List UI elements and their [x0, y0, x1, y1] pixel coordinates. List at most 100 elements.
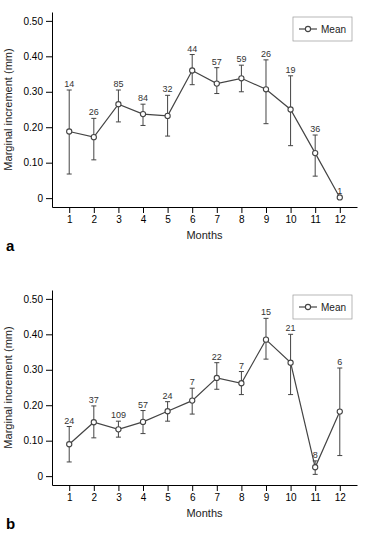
legend-box — [293, 17, 352, 41]
point — [239, 76, 244, 81]
error-cap-high — [116, 90, 121, 91]
data-labels: 243710957247227152186 — [64, 307, 342, 460]
x-axis-title: Months — [186, 507, 223, 519]
tick-label: 7 — [215, 214, 221, 225]
error-cap-low — [91, 437, 96, 438]
point — [214, 81, 219, 86]
tick-mark — [192, 207, 193, 213]
tick-label: 0.10 — [24, 157, 44, 168]
tick-mark — [315, 207, 316, 213]
error-cap-high — [165, 401, 170, 402]
n-label: 15 — [261, 307, 271, 317]
error-cap-high — [67, 426, 72, 427]
tick-label: 0.40 — [24, 329, 44, 340]
tick: 7 — [215, 207, 221, 225]
n-label: 26 — [261, 49, 271, 59]
tick-label: 0.20 — [24, 122, 44, 133]
point — [263, 337, 268, 342]
tick-mark — [46, 299, 52, 300]
n-label: 36 — [310, 124, 320, 134]
error-cap-low — [239, 394, 244, 395]
tick: 9 — [264, 207, 270, 225]
legend-marker — [305, 26, 310, 31]
error-cap-low — [67, 461, 72, 462]
error-cap-low — [263, 359, 268, 360]
tick: 0.10 — [24, 157, 52, 168]
tick-label: 0 — [37, 471, 43, 482]
tick-label: 6 — [190, 214, 196, 225]
legend: Mean — [293, 295, 352, 319]
tick: 8 — [239, 207, 245, 225]
n-label: 32 — [163, 84, 173, 94]
point — [313, 465, 318, 470]
n-label: 7 — [239, 361, 244, 371]
n-label: 37 — [89, 395, 99, 405]
tick: 0.20 — [24, 122, 52, 133]
error-cap-low — [288, 394, 293, 395]
point — [263, 87, 268, 92]
tick-mark — [69, 207, 70, 213]
tick: 0.50 — [24, 16, 52, 27]
figure: 12345678910111200.100.200.300.400.50Mont… — [0, 0, 367, 553]
error-cap-high — [190, 54, 195, 55]
error-cap-high — [239, 65, 244, 66]
point — [140, 419, 145, 424]
n-label: 19 — [286, 65, 296, 75]
tick: 12 — [335, 485, 347, 503]
tick-label: 0 — [37, 193, 43, 204]
tick-mark — [266, 207, 267, 213]
point — [140, 112, 145, 117]
n-label: 24 — [64, 416, 74, 426]
tick: 0.40 — [24, 329, 52, 340]
tick-mark — [46, 127, 52, 128]
tick-mark — [46, 56, 52, 57]
n-label: 44 — [187, 44, 197, 54]
point — [116, 102, 121, 107]
tick-label: 9 — [264, 214, 270, 225]
error-cap-low — [67, 174, 72, 175]
legend: Mean — [293, 17, 352, 41]
data-labels: 14268584324457592619361 — [64, 44, 342, 197]
tick: 10 — [286, 485, 298, 503]
point — [67, 129, 72, 134]
tick: 6 — [190, 207, 196, 225]
panel-label: b — [6, 515, 15, 532]
tick: 0 — [37, 193, 52, 204]
error-cap-high — [214, 362, 219, 363]
point — [91, 420, 96, 425]
tick-mark — [168, 485, 169, 491]
x-axis-title: Months — [186, 229, 223, 241]
y-axis-title: Marginal increment (mm) — [2, 48, 14, 170]
n-label: 14 — [64, 79, 74, 89]
tick-mark — [94, 207, 95, 213]
tick-mark — [217, 485, 218, 491]
tick-label: 8 — [239, 214, 245, 225]
error-cap-high — [116, 421, 121, 422]
tick: 0.30 — [24, 86, 52, 97]
tick: 9 — [264, 485, 270, 503]
tick: 5 — [165, 207, 171, 225]
tick-mark — [340, 207, 341, 213]
y-axis: 0 0.10 0.20 0.30 0.40 0.50 — [24, 13, 53, 208]
error-cap-high — [263, 318, 268, 319]
tick-label: 0.20 — [24, 400, 44, 411]
error-cap-high — [263, 59, 268, 60]
n-label: 21 — [286, 323, 296, 333]
n-label: 6 — [337, 357, 342, 367]
n-label: 8 — [313, 450, 318, 460]
n-label: 57 — [138, 400, 148, 410]
y-axis-line — [52, 291, 53, 486]
tick-label: 1 — [67, 492, 73, 503]
point — [67, 442, 72, 447]
tick: 3 — [116, 207, 122, 225]
tick-label: 0.10 — [24, 435, 44, 446]
error-cap-high — [214, 67, 219, 68]
tick-mark — [94, 485, 95, 491]
tick: 0.40 — [24, 51, 52, 62]
error-cap-low — [116, 121, 121, 122]
error-cap-high — [91, 405, 96, 406]
tick: 3 — [116, 485, 122, 503]
error-cap-high — [239, 371, 244, 372]
error-cap-low — [263, 123, 268, 124]
tick-mark — [46, 405, 52, 406]
